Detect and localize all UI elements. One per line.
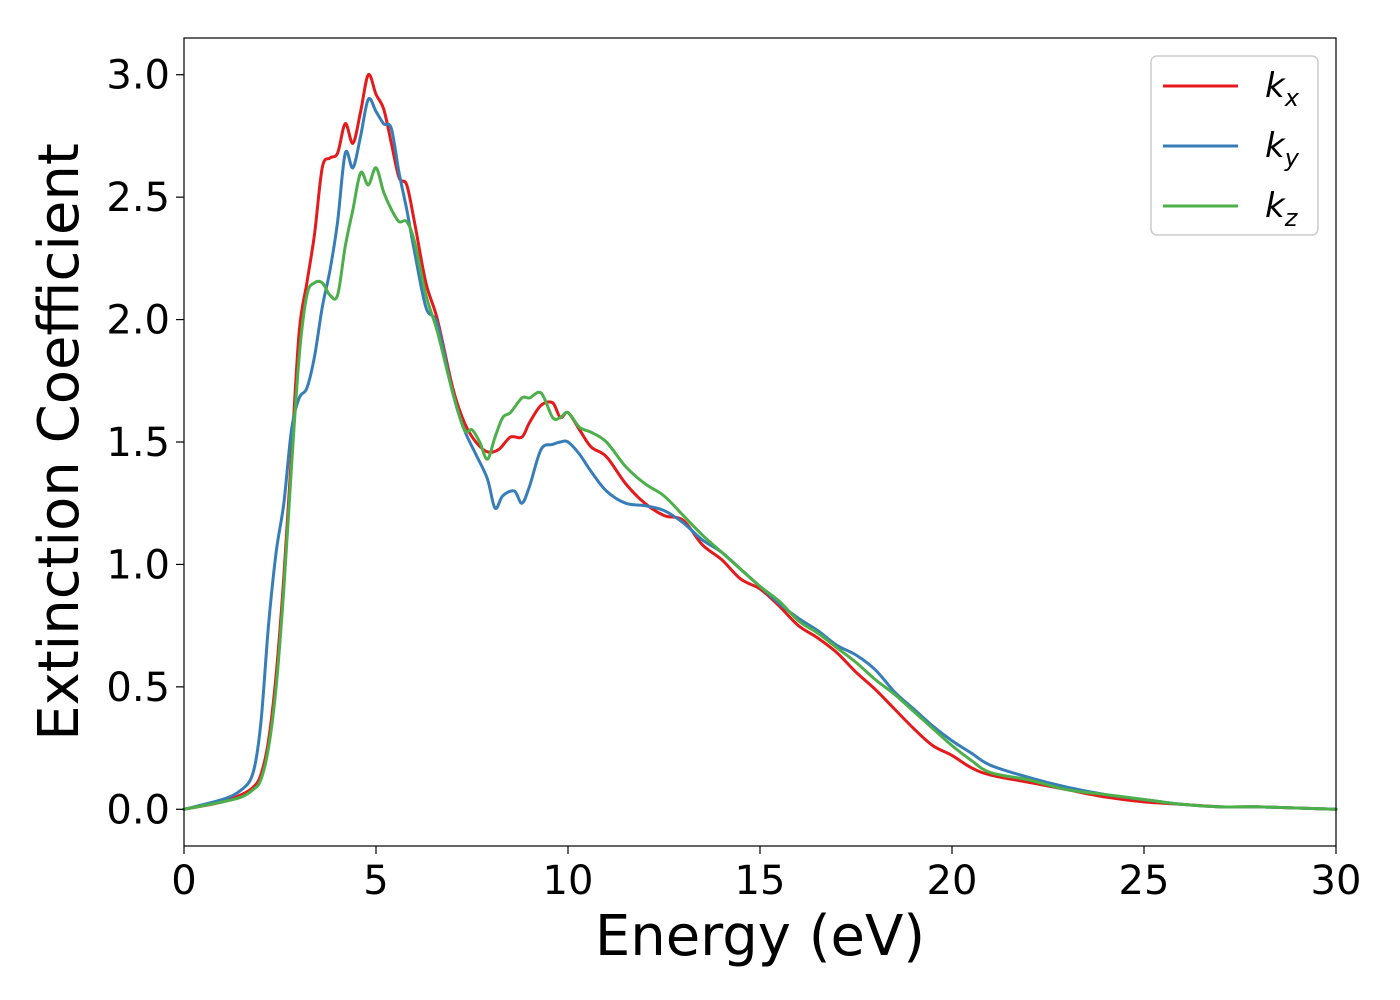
x-tick-label: 20 — [927, 858, 978, 904]
y-tick-label: 2.0 — [106, 298, 170, 344]
y-axis: 0.0 0.5 1.0 1.5 2.0 2.5 3.0 — [106, 53, 184, 833]
legend-label-kx: kx — [1265, 66, 1300, 112]
legend: kx ky kz — [1150, 55, 1319, 236]
series-line-kx — [182, 73, 1338, 811]
series-line-ky — [182, 96, 1338, 811]
y-axis-title: Extinction Coefficient — [27, 143, 92, 741]
x-tick-label: 25 — [1119, 858, 1170, 904]
y-tick-label: 1.0 — [106, 542, 170, 588]
legend-label-kz: kz — [1265, 186, 1299, 232]
y-tick-label: 2.5 — [106, 175, 170, 221]
x-axis-title: Energy (eV) — [595, 904, 925, 969]
x-tick-label: 30 — [1311, 858, 1362, 904]
y-tick-label: 0.5 — [106, 665, 170, 711]
y-tick-label: 1.5 — [106, 420, 170, 466]
x-axis: 0 5 10 15 20 25 30 — [171, 846, 1361, 904]
y-tick-label: 3.0 — [106, 53, 170, 99]
series-layer — [182, 73, 1338, 811]
x-tick-label: 10 — [543, 858, 594, 904]
legend-label-ky: ky — [1265, 126, 1300, 172]
plot-area — [184, 38, 1336, 846]
x-tick-label: 5 — [363, 858, 388, 904]
series-line-kz — [182, 166, 1338, 811]
y-tick-label: 0.0 — [106, 787, 170, 833]
x-tick-label: 0 — [171, 858, 196, 904]
x-tick-label: 15 — [735, 858, 786, 904]
